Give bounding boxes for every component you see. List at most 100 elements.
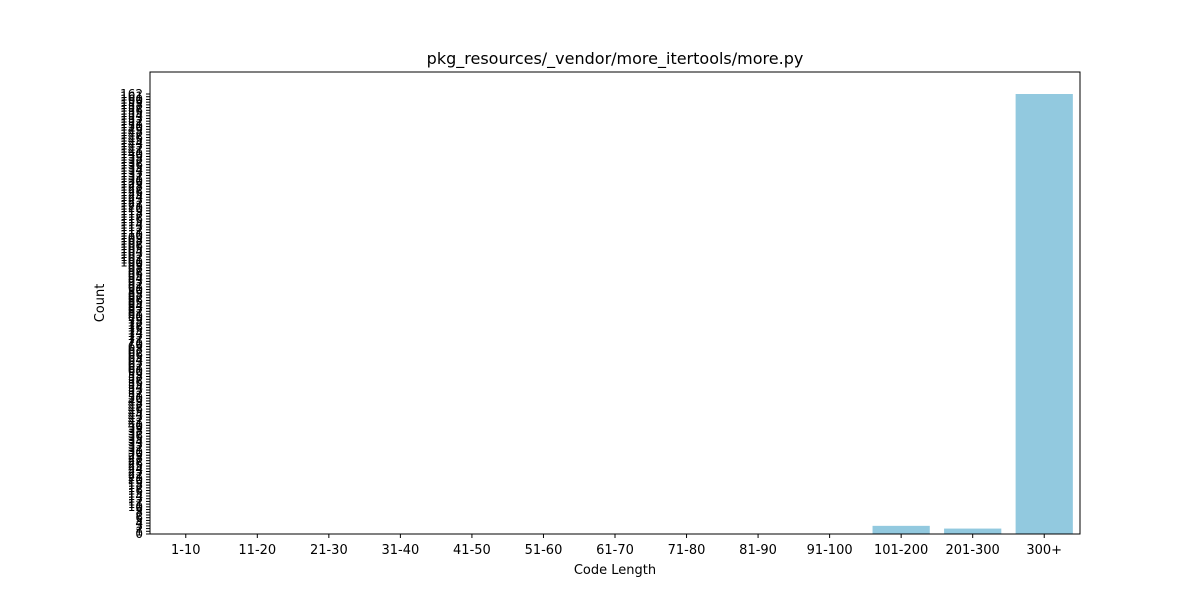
y-tick-label: 141 <box>120 144 143 158</box>
y-tick-label: 75 <box>128 323 143 337</box>
x-tick-label: 41-50 <box>453 543 491 558</box>
y-tick-label: 61 <box>128 361 143 375</box>
y-tick-label: 96 <box>128 266 143 280</box>
y-tick-label: 38 <box>128 424 143 438</box>
y-tick-label: 94 <box>128 272 143 286</box>
y-tick-label: 66 <box>128 348 143 362</box>
y-tick-label: 58 <box>128 369 143 383</box>
x-tick-label: 1-10 <box>171 543 201 558</box>
y-tick-label: 67 <box>128 345 143 359</box>
y-tick-label: 122 <box>120 196 143 210</box>
y-tick-label: 158 <box>120 98 143 112</box>
y-tick-label: 68 <box>128 342 143 356</box>
y-tick-label: 127 <box>120 182 143 196</box>
y-tick-label: 43 <box>128 410 143 424</box>
y-tick-label: 152 <box>120 114 143 128</box>
y-tick-label: 107 <box>120 236 143 250</box>
y-tick-label: 85 <box>128 296 143 310</box>
y-tick-label: 134 <box>120 163 143 177</box>
y-tick-label: 8 <box>135 505 143 519</box>
y-tick-label: 104 <box>120 245 143 259</box>
x-tick-label: 300+ <box>1026 543 1062 558</box>
y-tick-label: 56 <box>128 375 143 389</box>
y-tick-label: 91 <box>128 280 143 294</box>
y-tick-label: 1 <box>135 524 143 538</box>
y-tick-label: 21 <box>128 470 143 484</box>
y-tick-label: 79 <box>128 312 143 326</box>
y-tick-label: 153 <box>120 111 143 125</box>
x-ticks-group: 1-10 11-20 21-30 31-40 41-50 51-60 61-70 71-80 8… <box>171 534 1062 558</box>
y-tick-label: 41 <box>128 416 143 430</box>
y-tick-label: 84 <box>128 299 143 313</box>
bar-300+ <box>1015 94 1073 534</box>
y-tick-label: 110 <box>120 228 143 242</box>
y-tick-label: 135 <box>120 160 143 174</box>
y-tick-label: 44 <box>128 407 143 421</box>
y-tick-label: 156 <box>120 103 143 117</box>
y-tick-label: 3 <box>135 519 143 533</box>
y-tick-label: 30 <box>128 446 143 460</box>
y-tick-label: 117 <box>120 209 143 223</box>
y-tick-label: 82 <box>128 304 143 318</box>
y-tick-label: 89 <box>128 285 143 299</box>
y-tick-label: 80 <box>128 310 143 324</box>
y-tick-label: 109 <box>120 231 143 245</box>
y-tick-label: 62 <box>128 359 143 373</box>
y-tick-label: 129 <box>120 177 143 191</box>
x-axis-label: Code Length <box>574 563 656 578</box>
y-tick-label: 27 <box>128 454 143 468</box>
y-tick-label: 133 <box>120 166 143 180</box>
y-tick-label: 116 <box>120 212 143 226</box>
y-tick-label: 72 <box>128 331 143 345</box>
y-tick-label: 81 <box>128 307 143 321</box>
y-tick-label: 162 <box>120 87 143 101</box>
y-tick-label: 60 <box>128 364 143 378</box>
y-tick-label: 78 <box>128 315 143 329</box>
y-tick-label: 2 <box>135 522 143 536</box>
y-tick-label: 132 <box>120 168 143 182</box>
y-tick-label: 138 <box>120 152 143 166</box>
y-tick-label: 118 <box>120 207 143 221</box>
x-tick-label: 11-20 <box>238 543 276 558</box>
y-tick-label: 18 <box>128 478 143 492</box>
y-tick-label: 10 <box>128 500 143 514</box>
y-tick-label: 88 <box>128 288 143 302</box>
y-tick-label: 76 <box>128 321 143 335</box>
y-tick-label: 25 <box>128 459 143 473</box>
y-tick-label: 159 <box>120 95 143 109</box>
x-tick-label: 71-80 <box>668 543 706 558</box>
y-tick-label: 55 <box>128 378 143 392</box>
y-tick-label: 150 <box>120 120 143 134</box>
y-tick-label: 54 <box>128 380 143 394</box>
y-tick-label: 93 <box>128 274 143 288</box>
y-tick-label: 103 <box>120 247 143 261</box>
y-tick-label: 99 <box>128 258 143 272</box>
y-tick-label: 102 <box>120 250 143 264</box>
y-tick-label: 23 <box>128 465 143 479</box>
y-tick-label: 20 <box>128 473 143 487</box>
y-tick-label: 86 <box>128 293 143 307</box>
x-tick-label: 101-200 <box>874 543 928 558</box>
y-tick-label: 39 <box>128 421 143 435</box>
y-tick-label: 123 <box>120 193 143 207</box>
y-tick-label: 148 <box>120 125 143 139</box>
y-tick-label: 32 <box>128 440 143 454</box>
y-tick-label: 154 <box>120 109 143 123</box>
y-tick-label: 6 <box>135 511 143 525</box>
y-tick-label: 7 <box>135 508 143 522</box>
y-tick-label: 87 <box>128 291 143 305</box>
y-tick-label: 73 <box>128 329 143 343</box>
y-tick-label: 35 <box>128 432 143 446</box>
y-tick-label: 63 <box>128 356 143 370</box>
y-tick-label: 90 <box>128 283 143 297</box>
y-tick-label: 124 <box>120 190 143 204</box>
y-tick-label: 106 <box>120 239 143 253</box>
y-tick-label: 46 <box>128 402 143 416</box>
y-tick-label: 15 <box>128 486 143 500</box>
y-tick-label: 130 <box>120 174 143 188</box>
y-tick-label: 40 <box>128 418 143 432</box>
y-tick-label: 160 <box>120 92 143 106</box>
y-tick-label: 126 <box>120 185 143 199</box>
y-tick-label: 17 <box>128 481 143 495</box>
